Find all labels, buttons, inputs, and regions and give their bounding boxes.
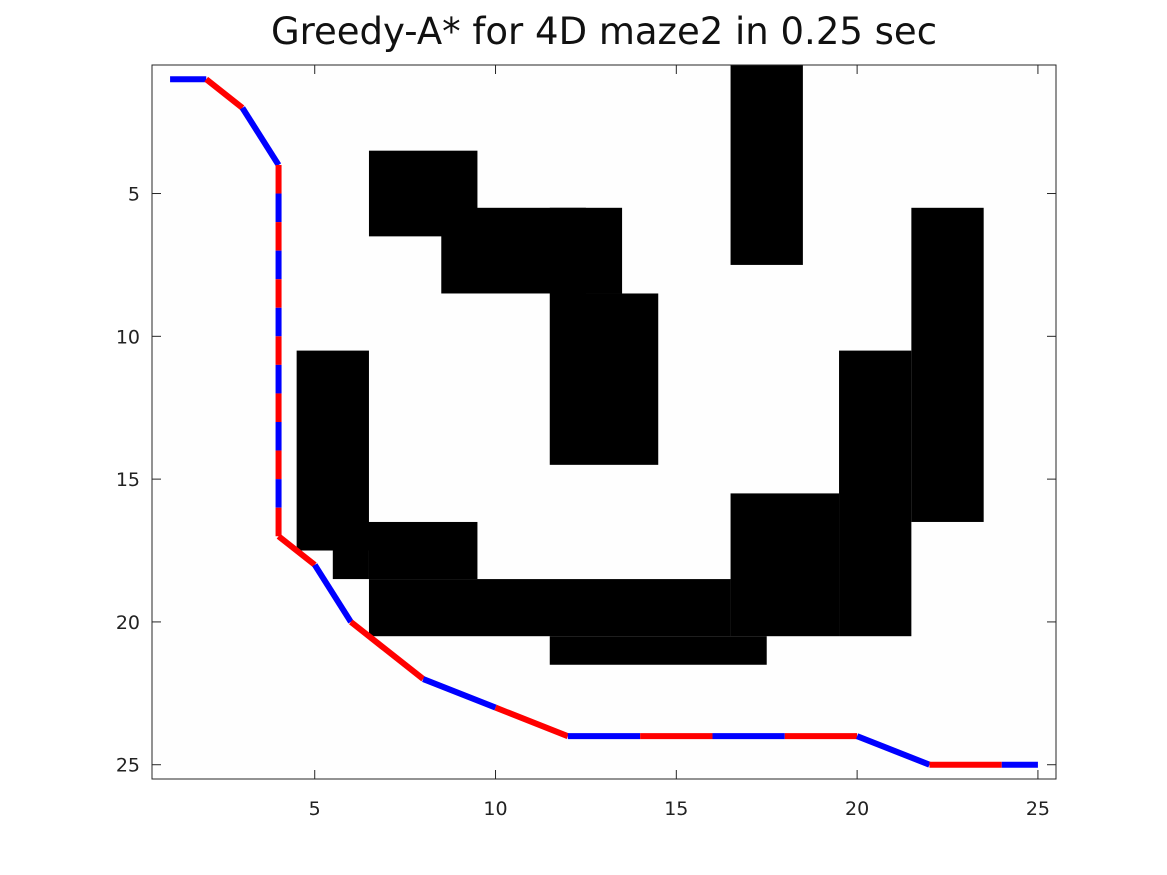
x-tick-label-10: 10 (483, 798, 507, 820)
obstacle-3 (549, 207, 623, 294)
x-tick-label-25: 25 (1026, 798, 1050, 820)
path-segment-16 (276, 533, 317, 568)
path-segment-17 (312, 563, 354, 624)
path-segment-1 (204, 76, 245, 111)
x-tick-label-20: 20 (845, 798, 869, 820)
path-segment-19 (422, 676, 497, 711)
obstacle-11 (730, 493, 840, 637)
x-tick-label-15: 15 (664, 798, 688, 820)
y-tick-label-10: 10 (116, 326, 140, 348)
y-tick-label-5: 5 (128, 184, 140, 206)
obstacle-7 (296, 350, 369, 551)
axes-frame (151, 64, 1057, 780)
path-segment-2 (239, 106, 282, 167)
obstacle-12 (549, 636, 767, 665)
y-tick-label-25: 25 (116, 755, 140, 777)
path-segment-25 (856, 733, 931, 768)
chart-title: Greedy-A* for 4D maze2 in 0.25 sec (270, 10, 938, 53)
path-segment-18 (349, 619, 426, 682)
obstacle-4 (549, 293, 659, 465)
obstacle-10 (368, 579, 731, 637)
obstacle-6 (839, 350, 912, 637)
obstacle-5 (911, 207, 984, 522)
path-segment-20 (494, 704, 569, 739)
obstacle-8 (332, 521, 369, 580)
y-tick-label-15: 15 (116, 469, 140, 491)
obstacle-0 (730, 65, 803, 265)
x-tick-label-5: 5 (309, 798, 321, 820)
obstacle-9 (368, 521, 478, 580)
y-tick-label-20: 20 (116, 612, 140, 634)
